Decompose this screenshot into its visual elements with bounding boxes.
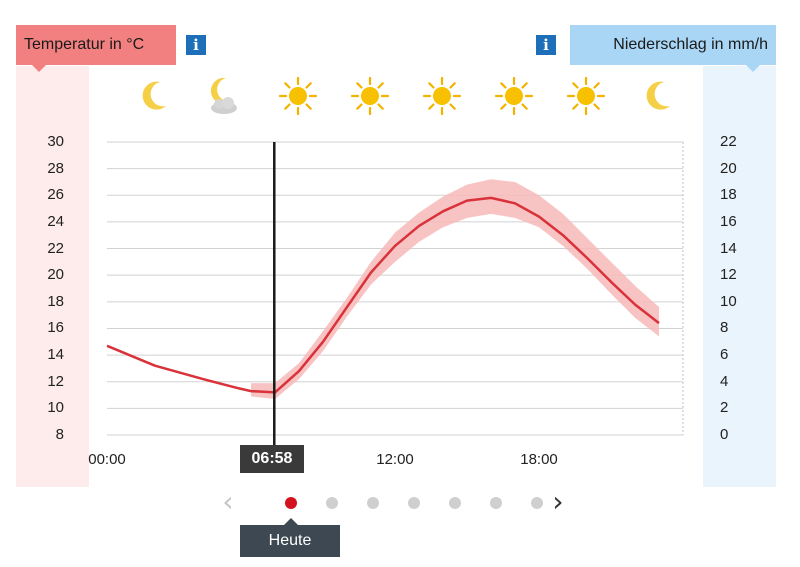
temperature-tick-label: 14 — [47, 346, 64, 364]
precipitation-tick-label: 4 — [720, 372, 729, 390]
time-tick-label: 12:00 — [376, 451, 414, 468]
precipitation-tick-label: 10 — [720, 292, 737, 310]
temperature-tick-label: 30 — [47, 133, 64, 150]
precipitation-tick-label: 16 — [720, 212, 737, 230]
temperature-tick-label: 8 — [55, 426, 64, 443]
time-tick-label: 18:00 — [520, 451, 558, 468]
precipitation-tick-label: 6 — [720, 346, 729, 364]
day-dot[interactable] — [449, 497, 461, 509]
moon-icon — [130, 74, 178, 118]
sun-icon — [418, 74, 466, 118]
temperature-axis-background — [16, 66, 89, 487]
precipitation-tick-label: 20 — [720, 159, 737, 177]
precipitation-tick-label: 18 — [720, 186, 737, 204]
day-dot[interactable] — [490, 497, 502, 509]
precipitation-tick-label: 22 — [720, 133, 737, 150]
precipitation-info-icon[interactable]: i — [536, 35, 556, 55]
day-dot[interactable] — [326, 497, 338, 509]
temperature-tick-label: 22 — [47, 239, 64, 257]
sun-icon — [562, 74, 610, 118]
temperature-tick-label: 16 — [47, 319, 64, 337]
precipitation-tick-label: 14 — [720, 239, 737, 257]
day-dot[interactable] — [531, 497, 543, 509]
moon-icon — [634, 74, 682, 118]
temperature-line — [106, 196, 660, 394]
temperature-tick-label: 26 — [47, 186, 64, 204]
next-day-button[interactable]: › — [552, 485, 564, 518]
temperature-tick-label: 12 — [47, 372, 64, 390]
precipitation-tick-label: 2 — [720, 399, 729, 417]
moon-cloud-icon — [202, 74, 250, 118]
precipitation-tick-label: 8 — [720, 319, 729, 337]
temperature-tick-label: 24 — [47, 212, 64, 230]
time-tick-label: 00:00 — [88, 451, 126, 468]
temperature-tick-label: 10 — [47, 399, 64, 417]
temperature-tick-label: 28 — [47, 159, 64, 177]
current-time-label: 06:58 — [240, 445, 304, 473]
day-dot[interactable] — [285, 497, 297, 509]
precipitation-tick-label: 0 — [720, 426, 729, 443]
precipitation-axis-background — [703, 66, 776, 487]
precipitation-axis-title: Niederschlag in mm/h — [570, 25, 776, 72]
previous-day-button[interactable]: ‹ — [222, 485, 234, 518]
selected-day-label: Heute — [240, 518, 340, 557]
temperature-info-icon[interactable]: i — [186, 35, 206, 55]
day-dot[interactable] — [367, 497, 379, 509]
sun-icon — [346, 74, 394, 118]
temperature-axis-title: Temperatur in °C — [16, 25, 176, 72]
sun-icon — [274, 74, 322, 118]
day-dot[interactable] — [408, 497, 420, 509]
temperature-tick-label: 20 — [47, 266, 64, 284]
precipitation-tick-label: 12 — [720, 266, 737, 284]
temperature-range-band — [251, 179, 659, 399]
temperature-tick-label: 18 — [47, 292, 64, 310]
sun-icon — [490, 74, 538, 118]
